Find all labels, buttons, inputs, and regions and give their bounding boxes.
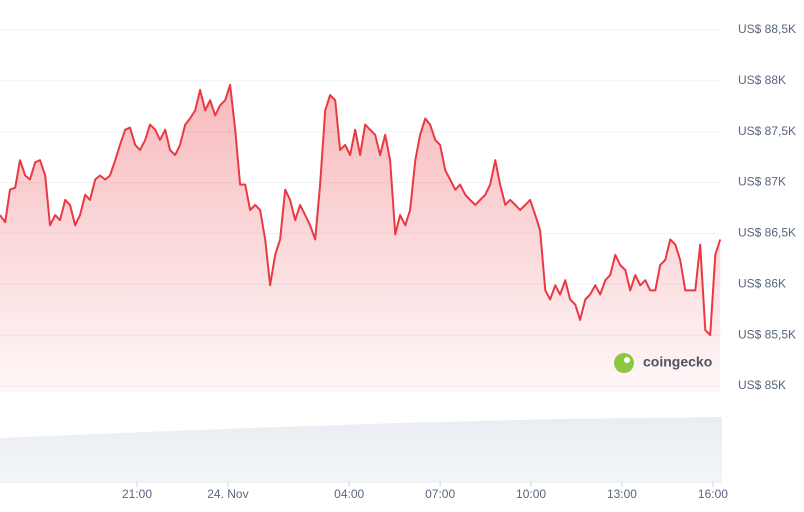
watermark-logo-eye bbox=[624, 357, 630, 363]
watermark-text: coingecko bbox=[643, 354, 712, 370]
x-tick-label: 24. Nov bbox=[207, 487, 248, 501]
y-tick-label: US$ 88,5K bbox=[738, 22, 796, 36]
y-tick-label: US$ 85,5K bbox=[738, 327, 796, 341]
volume-background bbox=[0, 417, 722, 482]
price-line bbox=[0, 83, 722, 337]
y-tick-label: US$ 86,5K bbox=[738, 226, 796, 240]
x-tick-label: 16:00 bbox=[698, 487, 728, 501]
watermark: coingecko bbox=[614, 353, 712, 373]
watermark-logo bbox=[614, 353, 634, 373]
y-tick-label: US$ 87,5K bbox=[738, 124, 796, 138]
y-tick-label: US$ 85K bbox=[738, 378, 786, 392]
x-tick-label: 13:00 bbox=[607, 487, 637, 501]
y-tick-label: US$ 86K bbox=[738, 276, 786, 290]
x-tick-label: 07:00 bbox=[425, 487, 455, 501]
x-tick-label: 04:00 bbox=[334, 487, 364, 501]
y-tick-label: US$ 87K bbox=[738, 175, 786, 189]
x-tick-label: 10:00 bbox=[516, 487, 546, 501]
y-tick-label: US$ 88K bbox=[738, 73, 786, 87]
x-tick-label: 21:00 bbox=[122, 487, 152, 501]
price-area bbox=[0, 84, 721, 393]
